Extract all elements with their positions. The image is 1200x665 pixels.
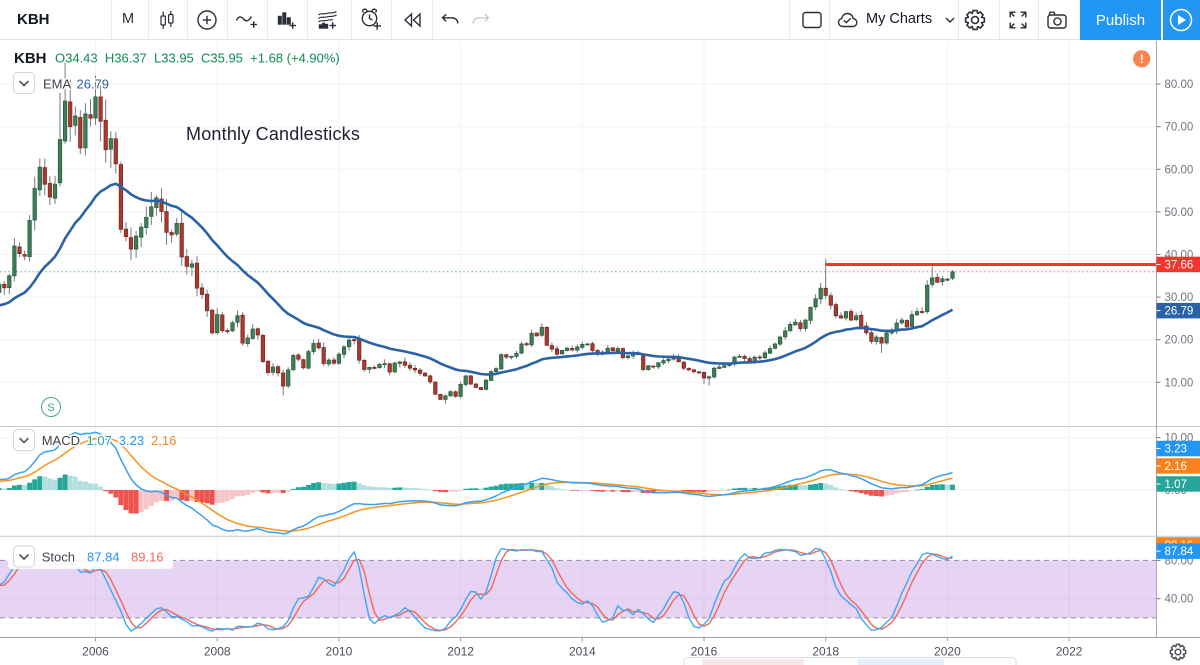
svg-text:3.23: 3.23: [119, 433, 144, 448]
svg-text:MACD: MACD: [42, 433, 80, 448]
svg-text:1.07: 1.07: [1165, 479, 1187, 491]
svg-text:2022: 2022: [1056, 645, 1083, 659]
svg-text:2020: 2020: [934, 645, 961, 659]
svg-text:2.16: 2.16: [1165, 461, 1187, 473]
svg-text:87.84: 87.84: [87, 550, 120, 565]
svg-text:KBH: KBH: [14, 50, 47, 67]
svg-text:3.23: 3.23: [1165, 444, 1187, 456]
svg-text:2018: 2018: [812, 645, 839, 659]
svg-text:70.00: 70.00: [1165, 122, 1194, 134]
svg-text:30.00: 30.00: [1165, 292, 1194, 304]
svg-text:26.79: 26.79: [77, 77, 110, 92]
svg-text:2014: 2014: [569, 645, 596, 659]
svg-text:37.66: 37.66: [1165, 260, 1194, 272]
svg-text:2016: 2016: [691, 645, 718, 659]
svg-text:2006: 2006: [82, 645, 109, 659]
svg-text:60.00: 60.00: [1165, 164, 1194, 176]
svg-text:2010: 2010: [326, 645, 353, 659]
svg-text:O34.43 H36.37 L33.95 C35.95: O34.43 H36.37 L33.95 C35.95 +1.68 (+4.90…: [55, 51, 340, 66]
svg-text:26.79: 26.79: [1165, 306, 1194, 318]
svg-text:S: S: [47, 402, 54, 414]
svg-text:Monthly Candlesticks: Monthly Candlesticks: [186, 124, 360, 144]
svg-text:89.16: 89.16: [131, 550, 164, 565]
svg-text:80.00: 80.00: [1165, 79, 1194, 91]
svg-text:EMA: EMA: [43, 77, 72, 92]
svg-text:50.00: 50.00: [1165, 207, 1194, 219]
svg-text:40.00: 40.00: [1165, 594, 1194, 606]
svg-text:1.07: 1.07: [87, 433, 112, 448]
svg-text:87.84: 87.84: [1165, 546, 1194, 558]
svg-text:20.00: 20.00: [1165, 335, 1194, 347]
svg-text:!: !: [1140, 52, 1144, 66]
svg-text:2.16: 2.16: [151, 433, 176, 448]
svg-text:Stoch: Stoch: [42, 550, 75, 565]
svg-text:2008: 2008: [204, 645, 231, 659]
svg-text:10.00: 10.00: [1165, 377, 1194, 389]
svg-text:2012: 2012: [447, 645, 474, 659]
